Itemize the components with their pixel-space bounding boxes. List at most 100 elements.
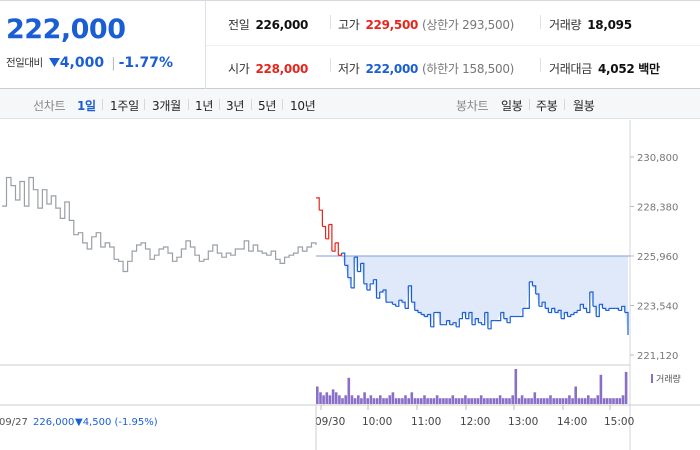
price-line-segment	[456, 318, 460, 328]
price-line-segment	[379, 290, 384, 293]
volume-bar	[322, 395, 325, 405]
price-line-segment	[414, 309, 419, 313]
price-line-segment	[561, 312, 565, 320]
volume-bar	[546, 398, 549, 404]
tab-1w[interactable]: 1주일	[110, 99, 139, 113]
price-line-segment	[526, 281, 530, 309]
price-line-segment	[478, 322, 483, 325]
x-tick-label: 13:00	[508, 416, 538, 428]
high-value: 229,500	[365, 18, 419, 32]
volume-bar	[520, 395, 524, 405]
tab-3m[interactable]: 3개월	[152, 99, 181, 113]
price-line-segment	[427, 313, 432, 327]
tab-3y[interactable]: 3년	[226, 99, 245, 113]
volume-bar	[571, 398, 574, 404]
price-line-segment	[548, 308, 553, 314]
volume-bar	[602, 398, 606, 404]
price-line-segment	[468, 311, 473, 325]
tab-1y[interactable]: 1년	[195, 99, 214, 113]
volume-bar	[410, 392, 414, 404]
y-tick-label: 230,800	[637, 153, 678, 164]
volume-bar	[416, 398, 420, 404]
divider	[540, 15, 541, 29]
divider	[564, 99, 565, 110]
x-tick-label: 14:00	[557, 416, 587, 428]
y-tick-label: 225,960	[637, 252, 678, 263]
volume-bar	[587, 395, 590, 405]
price-line-segment	[570, 312, 575, 316]
price-line-segment	[602, 307, 607, 311]
prev-day-date: 09/27	[0, 417, 28, 428]
change-value: 4,000	[59, 55, 105, 71]
volume-bar	[624, 371, 628, 404]
prev-day-change: ▼4,500 (-1.95%)	[75, 417, 158, 428]
volume-bar	[435, 395, 439, 405]
open-value: 228,000	[255, 62, 309, 76]
volume-bar	[394, 398, 398, 404]
price-line-segment	[411, 301, 416, 311]
price-line-segment	[564, 311, 569, 317]
price-line-segment	[354, 256, 358, 272]
volume-bar	[372, 398, 376, 404]
volume: 거래량 18,095	[549, 16, 632, 33]
tab-1d[interactable]: 1일	[77, 99, 96, 113]
amount-value: 4,052 백만	[597, 62, 660, 76]
volume-label: 거래량	[549, 18, 582, 32]
volume-bar	[341, 398, 344, 404]
lower-limit: (하한가 158,500)	[422, 62, 515, 76]
volume-bar	[486, 398, 489, 404]
volume-bar	[524, 398, 527, 404]
volume-bar	[483, 398, 486, 404]
price-line-segment	[392, 303, 397, 307]
volume-bar	[379, 395, 382, 405]
volume-bar	[508, 398, 511, 404]
tab-10y[interactable]: 10년	[290, 99, 316, 113]
price-line-segment	[599, 303, 604, 309]
divider	[144, 99, 145, 110]
intraday-chart[interactable]: 230,800 228,380 225,960 223,540 221,120 거래량 09…	[0, 120, 700, 450]
volume-bar	[599, 374, 603, 404]
tab-weekly[interactable]: 주봉	[536, 99, 558, 113]
price-line-segment	[583, 307, 588, 313]
price-line-segment	[319, 209, 323, 227]
volume-legend-swatch	[651, 374, 653, 383]
price-line-segment	[373, 279, 378, 299]
volume-bar	[618, 398, 622, 404]
open-price: 시가 228,000	[228, 60, 308, 77]
price-line-segment	[357, 263, 362, 273]
volume-bar	[615, 398, 618, 404]
price-line-segment	[430, 312, 435, 328]
volume-bar	[442, 398, 445, 404]
tab-daily[interactable]: 일봉	[501, 99, 523, 113]
tab-monthly[interactable]: 월봉	[573, 99, 595, 113]
low-price: 저가 222,000 (하한가 158,500)	[338, 60, 514, 77]
price-line-segment	[507, 316, 511, 324]
volume-bar	[476, 398, 480, 404]
price-line-segment	[593, 305, 597, 317]
y-tick-label: 223,540	[637, 302, 678, 313]
trade-amount: 거래대금 4,052 백만	[549, 60, 660, 77]
price-line-segment	[363, 283, 368, 290]
volume-bar	[325, 392, 329, 404]
volume-bar	[382, 398, 385, 404]
price-line-segment	[519, 308, 524, 318]
volume-bar	[539, 398, 543, 404]
change-label: 전일대비	[6, 57, 43, 69]
price-line-segment	[389, 301, 393, 305]
divider	[330, 15, 331, 29]
volume-bar	[432, 398, 436, 404]
price-line-segment	[573, 310, 578, 314]
volume-bar	[363, 392, 366, 404]
price-line-segment	[596, 304, 600, 318]
price-line-segment	[475, 318, 479, 323]
volume-bar	[369, 395, 373, 405]
volume-bar	[347, 377, 351, 405]
price-line-segment	[615, 307, 619, 311]
tab-5y[interactable]: 5년	[258, 99, 277, 113]
volume-bar	[461, 398, 464, 404]
prev-close: 전일 226,000	[228, 16, 308, 33]
volume-bar	[397, 398, 401, 404]
price-line-segment	[335, 242, 339, 256]
divider	[330, 58, 331, 72]
volume-bar	[580, 398, 584, 404]
